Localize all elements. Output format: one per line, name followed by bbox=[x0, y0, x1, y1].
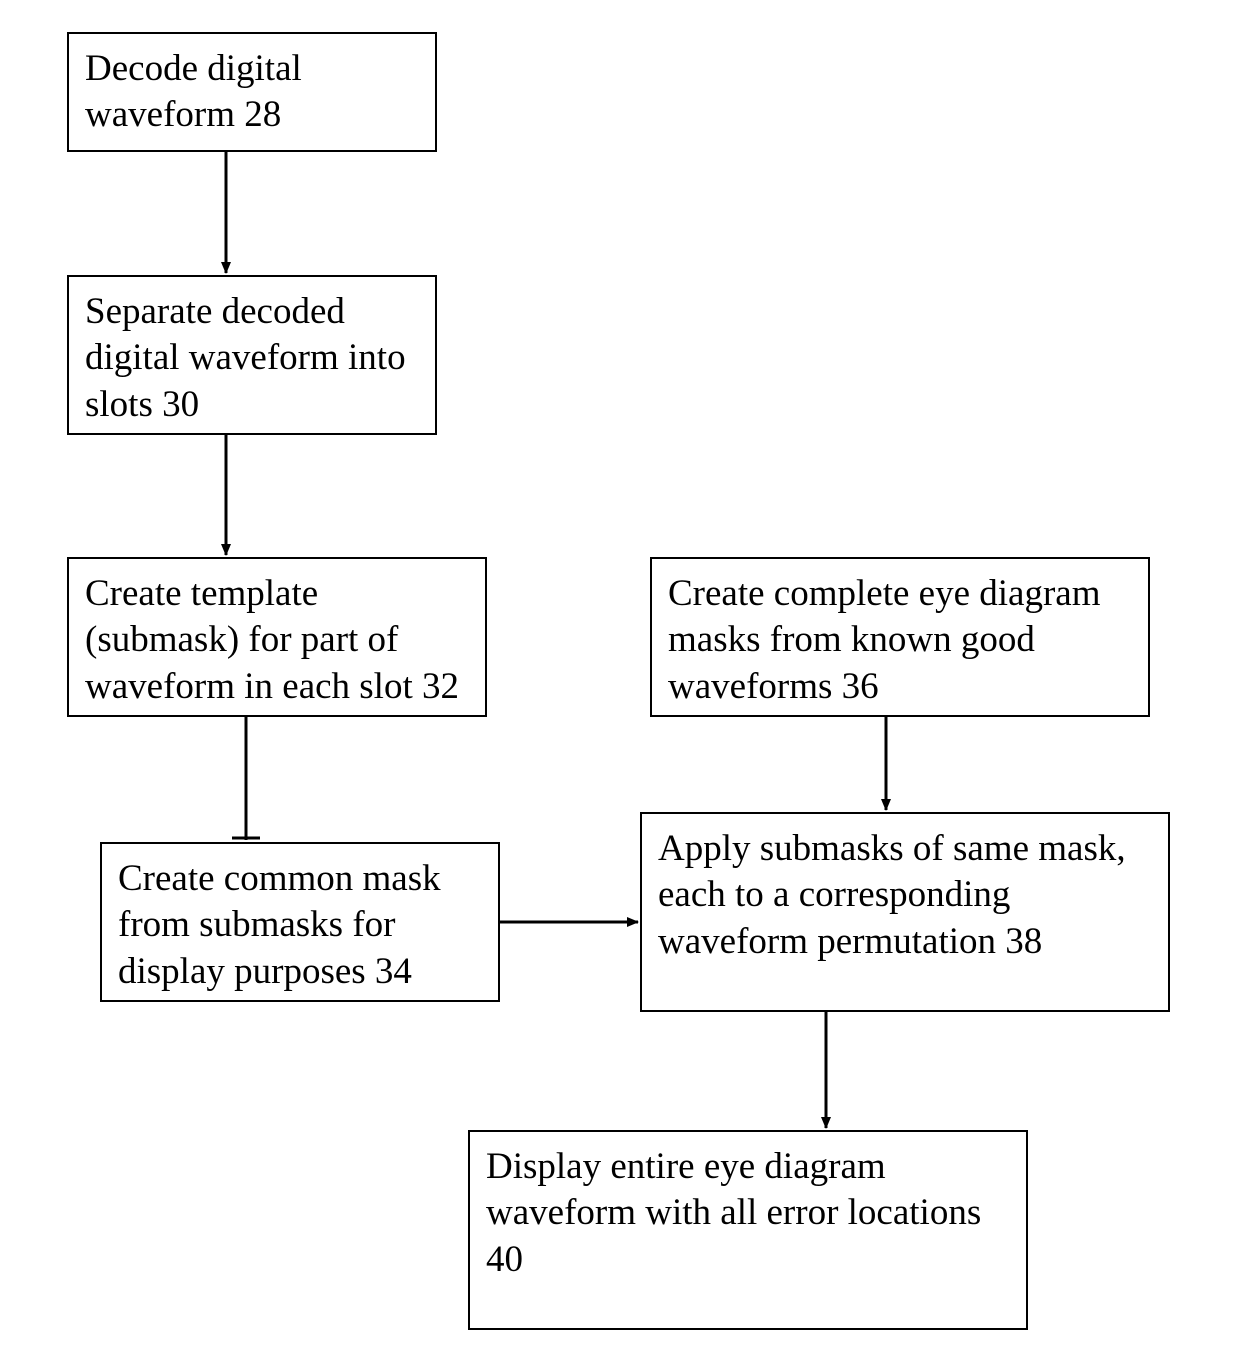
flow-node-28-text: Decode digital waveform 28 bbox=[85, 46, 419, 139]
flow-node-38-text: Apply submasks of same mask, each to a c… bbox=[658, 826, 1152, 965]
flow-node-30-text: Separate decoded digital waveform into s… bbox=[85, 289, 419, 428]
flow-node-34: Create common mask from submasks for dis… bbox=[100, 842, 500, 1002]
flow-node-36-text: Create complete eye diagram masks from k… bbox=[668, 571, 1132, 710]
flow-node-32-text: Create template (submask) for part of wa… bbox=[85, 571, 469, 710]
flow-node-32: Create template (submask) for part of wa… bbox=[67, 557, 487, 717]
flow-node-40-text: Display entire eye diagram waveform with… bbox=[486, 1144, 1010, 1283]
flow-node-36: Create complete eye diagram masks from k… bbox=[650, 557, 1150, 717]
flow-node-38: Apply submasks of same mask, each to a c… bbox=[640, 812, 1170, 1012]
flow-node-30: Separate decoded digital waveform into s… bbox=[67, 275, 437, 435]
flow-node-28: Decode digital waveform 28 bbox=[67, 32, 437, 152]
flow-node-40: Display entire eye diagram waveform with… bbox=[468, 1130, 1028, 1330]
flow-node-34-text: Create common mask from submasks for dis… bbox=[118, 856, 482, 995]
